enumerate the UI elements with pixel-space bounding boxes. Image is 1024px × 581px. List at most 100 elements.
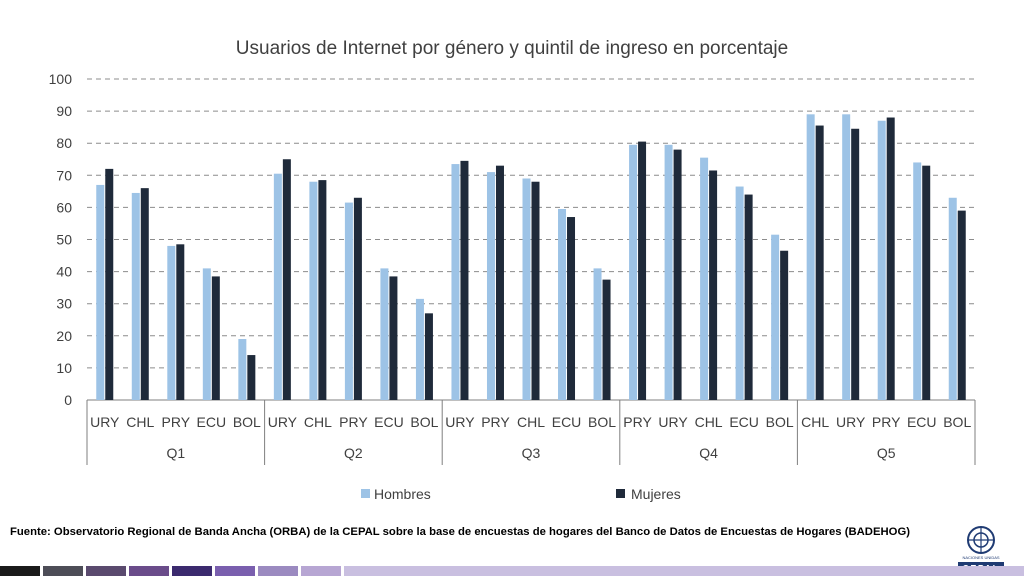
- bar-hombres: [415, 298, 424, 400]
- bar-mujeres: [602, 279, 611, 400]
- y-tick-label: 70: [56, 167, 72, 183]
- bar-hombres: [558, 209, 567, 400]
- y-tick-label: 10: [56, 360, 72, 376]
- x-tick-label: URY: [90, 414, 120, 430]
- bar-mujeres: [673, 149, 682, 400]
- bar-mujeres: [815, 125, 824, 401]
- bar-hombres: [522, 178, 531, 400]
- bar-mujeres: [424, 313, 433, 400]
- bar-mujeres: [282, 159, 291, 400]
- bar-mujeres: [780, 250, 789, 400]
- bar-hombres: [451, 164, 460, 400]
- bar-hombres: [309, 181, 318, 400]
- chart-title: Usuarios de Internet por género y quinti…: [236, 38, 788, 59]
- bar-mujeres: [318, 180, 327, 400]
- bar-mujeres: [886, 117, 895, 401]
- bar-hombres: [771, 234, 780, 400]
- legend-label-mujeres: Mujeres: [631, 486, 681, 502]
- y-tick-label: 20: [56, 328, 72, 344]
- footer-color-segment: [215, 566, 255, 576]
- bar-mujeres: [567, 217, 576, 400]
- legend-swatch-mujeres: [616, 489, 625, 498]
- bar-hombres: [700, 157, 709, 400]
- bar-hombres: [877, 120, 886, 400]
- source-note: Fuente: Observatorio Regional de Banda A…: [10, 526, 910, 538]
- footer-color-segment: [129, 566, 169, 576]
- bar-hombres: [380, 268, 389, 400]
- x-tick-label: PRY: [623, 414, 652, 430]
- bar-hombres: [344, 202, 353, 400]
- group-label: Q4: [699, 445, 718, 461]
- bar-hombres: [913, 162, 922, 400]
- x-tick-label: PRY: [162, 414, 191, 430]
- y-tick-label: 100: [49, 71, 73, 87]
- x-tick-label: CHL: [801, 414, 829, 430]
- un-emblem-icon: [967, 526, 995, 554]
- bar-hombres: [202, 268, 211, 400]
- x-tick-label: CHL: [695, 414, 723, 430]
- legend-swatch-hombres: [361, 489, 370, 498]
- footer-color-segment: [301, 566, 341, 576]
- x-tick-label: ECU: [907, 414, 937, 430]
- x-tick-label: URY: [836, 414, 866, 430]
- footer-color-segment: [43, 566, 83, 576]
- x-tick-label: ECU: [197, 414, 227, 430]
- x-tick-label: ECU: [552, 414, 582, 430]
- bar-hombres: [629, 144, 638, 400]
- legend-label-hombres: Hombres: [374, 486, 431, 502]
- bar-hombres: [842, 114, 851, 400]
- bar-hombres: [238, 339, 247, 400]
- footer-color-segment: [258, 566, 298, 576]
- y-tick-label: 80: [56, 135, 72, 151]
- x-tick-label: BOL: [588, 414, 616, 430]
- bar-mujeres: [531, 181, 540, 400]
- bar-mujeres: [709, 170, 718, 400]
- x-tick-label: CHL: [304, 414, 332, 430]
- bar-mujeres: [922, 165, 931, 400]
- bar-mujeres: [140, 188, 149, 400]
- y-tick-label: 30: [56, 296, 72, 312]
- x-tick-label: URY: [268, 414, 298, 430]
- y-tick-label: 90: [56, 103, 72, 119]
- group-label: Q2: [344, 445, 363, 461]
- x-tick-label: CHL: [517, 414, 545, 430]
- y-tick-label: 60: [56, 199, 72, 215]
- bar-mujeres: [460, 160, 469, 400]
- y-tick-label: 40: [56, 264, 72, 280]
- y-tick-label: 0: [64, 392, 72, 408]
- x-tick-label: PRY: [339, 414, 368, 430]
- bar-hombres: [735, 186, 744, 400]
- bar-mujeres: [638, 141, 647, 400]
- bar-hombres: [593, 268, 602, 400]
- x-tick-label: PRY: [872, 414, 901, 430]
- bar-hombres: [948, 197, 957, 400]
- bar-mujeres: [389, 276, 398, 400]
- x-tick-label: BOL: [233, 414, 261, 430]
- bar-hombres: [96, 184, 105, 400]
- x-tick-label: BOL: [943, 414, 971, 430]
- bar-mujeres: [105, 168, 114, 400]
- bar-mujeres: [247, 355, 256, 400]
- y-tick-label: 50: [56, 232, 72, 248]
- bar-mujeres: [353, 197, 362, 400]
- bar-mujeres: [851, 128, 860, 400]
- footer-color-segment: [86, 566, 126, 576]
- chart: Usuarios de Internet por género y quinti…: [49, 38, 976, 502]
- footer-color-segment: [172, 566, 212, 576]
- footer-color-segment: [0, 566, 40, 576]
- x-tick-label: BOL: [410, 414, 438, 430]
- group-label: Q5: [877, 445, 896, 461]
- bar-mujeres: [957, 210, 966, 400]
- bar-mujeres: [744, 194, 753, 400]
- bar-hombres: [167, 245, 176, 400]
- x-tick-label: URY: [658, 414, 688, 430]
- bar-hombres: [806, 114, 815, 400]
- x-tick-label: URY: [445, 414, 475, 430]
- bar-hombres: [273, 173, 282, 400]
- bar-mujeres: [176, 244, 185, 400]
- x-tick-label: PRY: [481, 414, 510, 430]
- bar-hombres: [131, 192, 140, 400]
- bar-hombres: [486, 172, 495, 400]
- x-tick-label: ECU: [374, 414, 404, 430]
- bar-mujeres: [495, 165, 504, 400]
